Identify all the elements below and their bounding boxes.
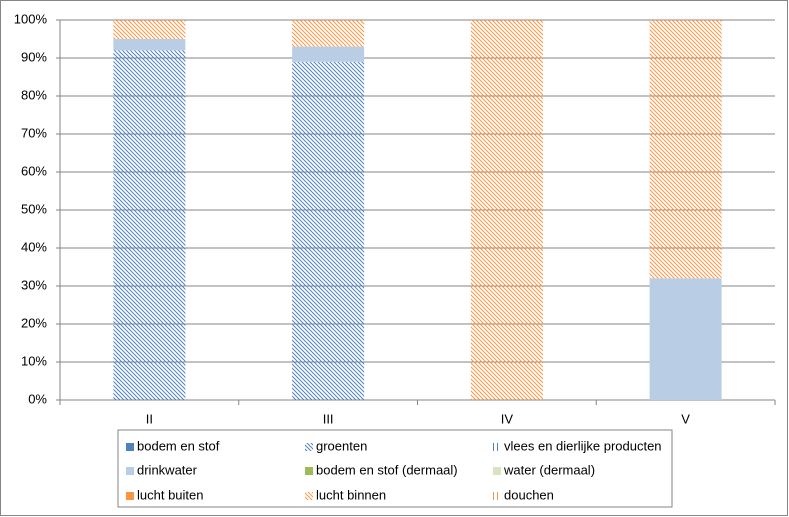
legend-label: drinkwater: [137, 462, 198, 477]
legend-label: bodem en stof: [137, 438, 220, 453]
y-tick-label: 30%: [21, 277, 47, 292]
legend-swatch: [126, 492, 134, 500]
bar-segment: [649, 20, 722, 279]
legend-box: [117, 429, 673, 508]
y-tick-label: 70%: [21, 125, 47, 140]
legend-swatch: [305, 492, 313, 500]
legend-swatch: [126, 443, 134, 451]
legend-label: bodem en stof (dermaal): [316, 462, 458, 477]
bar-segment: [113, 20, 186, 39]
legend-swatch: [305, 443, 313, 451]
y-tick-label: 100%: [14, 11, 48, 26]
bar-segment: [113, 50, 186, 401]
legend-swatch: [126, 467, 134, 475]
bar-segment: [292, 61, 365, 401]
y-tick-label: 20%: [21, 315, 47, 330]
legend-label: lucht binnen: [316, 487, 386, 502]
legend-swatch: [493, 492, 501, 500]
legend-label: lucht buiten: [137, 487, 204, 502]
y-tick-label: 60%: [21, 163, 47, 178]
legend-label: water (dermaal): [503, 462, 595, 477]
legend-swatch: [493, 467, 501, 475]
y-tick-label: 40%: [21, 239, 47, 254]
bar-segment: [649, 278, 722, 400]
legend-label: douchen: [504, 487, 554, 502]
y-tick-label: 90%: [21, 49, 47, 64]
legend-swatch: [305, 467, 313, 475]
x-tick-label: V: [681, 411, 690, 426]
bar-segment: [292, 46, 365, 62]
bar-segment: [470, 20, 543, 400]
x-tick-label: IV: [501, 411, 514, 426]
bar-segment: [113, 39, 186, 51]
bar-segment: [292, 20, 365, 47]
legend-swatch: [493, 443, 501, 451]
y-tick-label: 0%: [28, 391, 47, 406]
x-tick-label: III: [323, 411, 334, 426]
legend-label: vlees en dierlijke producten: [504, 438, 662, 453]
y-tick-label: 80%: [21, 87, 47, 102]
legend-label: groenten: [316, 438, 367, 453]
y-tick-label: 50%: [21, 201, 47, 216]
x-tick-label: II: [146, 411, 153, 426]
y-tick-label: 10%: [21, 353, 47, 368]
